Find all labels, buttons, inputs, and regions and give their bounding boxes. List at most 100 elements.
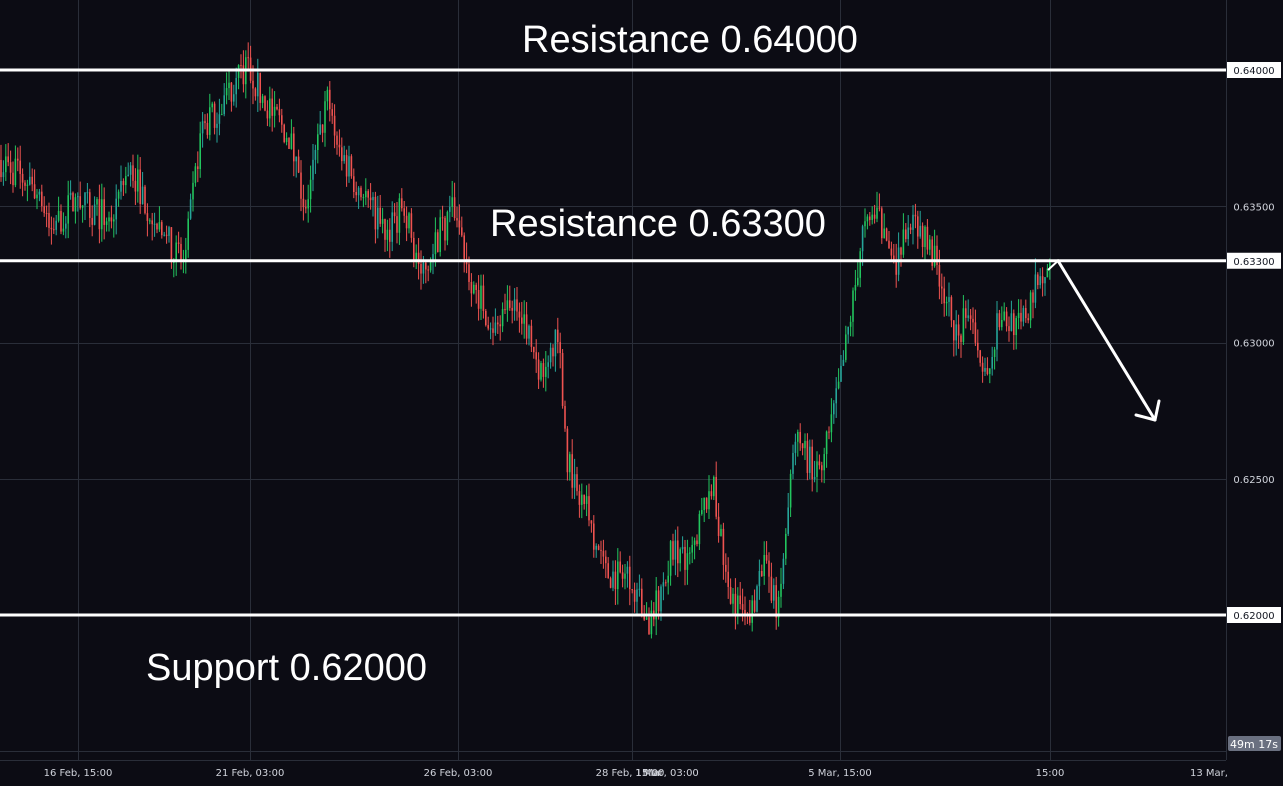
price-tick-label: 0.62500 [1233,475,1274,486]
time-tick-label: 5 Mar, 15:00 [808,768,872,779]
candle [989,368,991,384]
candle [139,157,141,214]
candle [281,108,283,133]
candle [725,553,727,583]
candle [417,238,420,280]
candle [984,357,986,377]
candle [837,368,840,390]
candle [938,249,941,300]
candle [789,469,792,518]
candle [485,308,487,327]
candle [84,192,86,221]
candle [9,150,12,185]
candle [209,93,211,141]
candle [317,123,319,164]
candle [360,185,362,201]
candle [221,103,223,116]
support-resistance-levels[interactable]: 0.64000 0.63300 0.62000 [0,62,1281,623]
candle [1005,307,1008,332]
candle [1020,299,1022,330]
candle [492,316,494,346]
candle [972,307,974,335]
candle [278,98,281,123]
candle [146,203,149,237]
candle [715,461,717,520]
candle [605,550,607,579]
candle [113,214,115,238]
candle [461,216,463,238]
candle [211,101,213,113]
candle [338,129,341,157]
level-tag-1 [1227,252,1281,269]
countdown-text: 49m 17s [1230,738,1278,751]
price-axis[interactable]: 0.63500 0.63000 0.62500 [1233,202,1274,486]
candle [391,201,393,252]
candle [737,587,739,625]
candle [768,552,770,593]
candle [225,72,228,105]
time-axis[interactable]: 16 Feb, 15:00 21 Feb, 03:00 26 Feb, 03:00 2… [44,768,1228,779]
candle [780,567,782,608]
candle [965,300,967,329]
candle [271,88,273,132]
candle [854,269,857,301]
candle [705,497,708,513]
candle [326,86,329,111]
candle [864,208,866,238]
candle [1027,313,1029,324]
candle [103,187,105,240]
candle [175,235,177,276]
candle [125,166,127,194]
candle [444,215,446,251]
candle [703,497,705,523]
candle [384,218,386,252]
candle [81,205,84,223]
candle [619,551,621,574]
candle [638,574,641,597]
candle [533,346,535,359]
candle [912,205,914,245]
candle [720,524,722,537]
candle [439,209,441,257]
candle [141,171,144,205]
candle [312,143,314,192]
candle [453,182,456,221]
candle [686,539,689,585]
candle [917,210,919,249]
candle [319,110,321,135]
candle [696,534,698,547]
candle [801,443,804,456]
candle [302,184,305,221]
candle [91,205,93,237]
candle [98,184,101,244]
candle [833,400,835,424]
candle [158,206,161,232]
candle [936,235,938,275]
candle [991,346,993,376]
time-tick-label: 26 Feb, 03:00 [424,768,493,779]
candle [307,184,309,223]
candle [36,188,38,210]
annotation-resistance-top: Resistance 0.64000 [522,19,858,61]
candle [974,309,977,347]
candle [12,161,14,193]
candle [888,231,890,249]
candle [1044,276,1046,296]
candle [609,576,612,589]
candle [662,572,665,601]
candle [129,162,132,187]
candle [710,484,713,500]
candle [137,154,139,203]
price-tick-label: 0.63500 [1233,202,1274,213]
candle [626,561,629,588]
candle [782,553,785,589]
candle [777,590,780,627]
candle [156,222,158,234]
level-tag-2 [1227,607,1281,623]
candle [165,225,168,244]
candle [866,214,869,230]
candle [367,189,369,208]
candle [67,180,69,239]
candle [31,168,33,192]
